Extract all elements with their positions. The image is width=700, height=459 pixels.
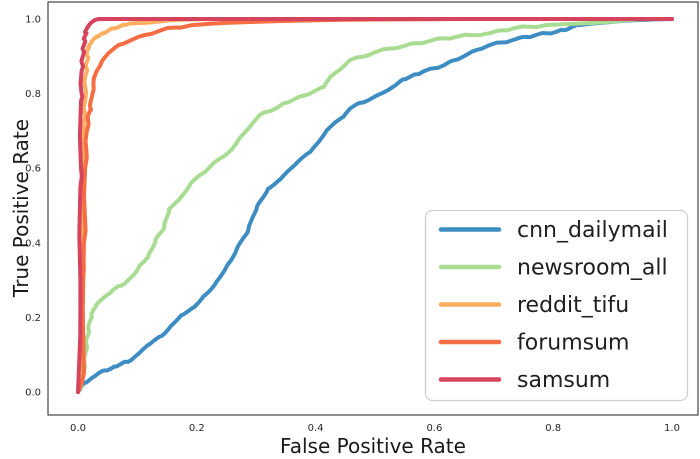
x-axis-ticks: 0.0 0.2 0.4 0.6 0.8 1.0 <box>70 423 680 434</box>
legend-item-samsum: samsum <box>438 368 610 393</box>
legend: cnn_dailymail newsroom_all reddit_tifuforu… <box>424 209 689 402</box>
legend-label-newsroom_all: newsroom_all <box>517 256 668 281</box>
legend-item-forumsum: forumsum <box>438 331 629 356</box>
x-tick-label: 1.0 <box>664 423 680 434</box>
legend-item-newsroom_all: newsroom_all <box>438 256 668 281</box>
legend-label-cnn_dailymail: cnn_dailymail <box>517 218 668 243</box>
x-tick-label: 0.4 <box>308 423 324 434</box>
legend-items: cnn_dailymail newsroom_all reddit_tifuforu… <box>438 218 668 393</box>
x-tick-label: 0.2 <box>189 423 205 434</box>
y-tick-label: 0.4 <box>25 238 41 249</box>
x-axis-label: False Positive Rate <box>280 434 466 458</box>
x-tick-label: 0.0 <box>70 423 86 434</box>
y-axis-ticks: 0.0 0.2 0.4 0.6 0.8 1.0 <box>25 15 41 399</box>
y-tick-label: 1.0 <box>25 15 41 26</box>
legend-item-reddit_tifu: reddit_tifu <box>438 293 629 318</box>
y-tick-label: 0.2 <box>25 313 41 324</box>
legend-label-forumsum: forumsum <box>517 331 629 356</box>
x-tick-label: 0.6 <box>426 423 442 434</box>
y-axis-label: True Positive Rate <box>9 119 33 298</box>
y-tick-label: 0.8 <box>25 89 41 100</box>
roc-curves-layer <box>76 17 674 394</box>
y-tick-label: 0.0 <box>25 388 41 399</box>
legend-label-samsum: samsum <box>517 368 610 393</box>
x-tick-label: 0.8 <box>545 423 561 434</box>
roc-curve-newsroom_all <box>76 17 674 394</box>
roc-curve-samsum <box>76 17 674 394</box>
legend-label-reddit_tifu: reddit_tifu <box>517 293 629 318</box>
legend-item-cnn_dailymail: cnn_dailymail <box>438 218 668 243</box>
y-tick-label: 0.6 <box>25 164 41 175</box>
roc-curve-forumsum <box>76 17 674 394</box>
roc-curve-cnn_dailymail <box>76 17 674 394</box>
legend-box <box>424 209 689 402</box>
